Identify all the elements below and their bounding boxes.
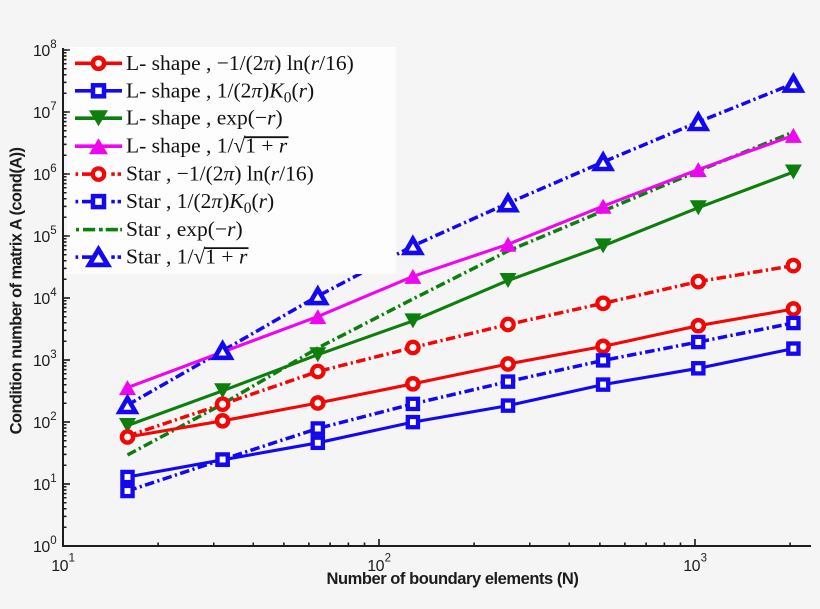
svg-text:6: 6 (50, 163, 56, 175)
svg-text:0: 0 (50, 535, 56, 547)
svg-text:10: 10 (33, 167, 50, 184)
svg-text:Star , −1/(2π) ln(r/16): Star , −1/(2π) ln(r/16) (126, 162, 314, 186)
svg-text:2: 2 (50, 411, 56, 423)
svg-text:L- shape , −1/(2π) ln(r/16): L- shape , −1/(2π) ln(r/16) (126, 51, 354, 75)
svg-text:Star , 1/(2π)K0​(r): Star , 1/(2π)K0​(r) (126, 189, 274, 217)
svg-text:10: 10 (33, 415, 50, 432)
svg-text:10: 10 (51, 558, 68, 575)
svg-text:10: 10 (33, 229, 50, 246)
svg-text:L- shape , exp(−r): L- shape , exp(−r) (126, 106, 283, 130)
svg-text:Star , exp(−r): Star , exp(−r) (126, 217, 243, 241)
svg-text:10: 10 (33, 539, 50, 556)
svg-text:4: 4 (50, 287, 57, 299)
svg-text:8: 8 (50, 39, 56, 51)
svg-text:10: 10 (33, 477, 50, 494)
svg-text:10: 10 (33, 105, 50, 122)
svg-text:L- shape , 1/√1 + r: L- shape , 1/√1 + r (126, 134, 288, 158)
svg-text:10: 10 (33, 353, 50, 370)
svg-text:10: 10 (367, 558, 384, 575)
svg-text:L- shape , 1/(2π)K0​(r): L- shape , 1/(2π)K0​(r) (126, 78, 314, 106)
svg-text:5: 5 (50, 225, 56, 237)
svg-text:10: 10 (33, 43, 50, 60)
svg-text:3: 3 (50, 349, 56, 361)
svg-text:7: 7 (50, 101, 56, 113)
svg-text:3: 3 (701, 553, 707, 565)
svg-text:10: 10 (33, 291, 50, 308)
svg-text:Number of boundary elements (N: Number of boundary elements (N) (327, 570, 579, 588)
svg-text:2: 2 (385, 553, 391, 565)
svg-text:1: 1 (69, 553, 75, 565)
svg-text:10: 10 (683, 558, 700, 575)
svg-text:Condition number of matrix A (: Condition number of matrix A (cond(A)) (8, 148, 26, 435)
svg-text:1: 1 (50, 473, 56, 485)
